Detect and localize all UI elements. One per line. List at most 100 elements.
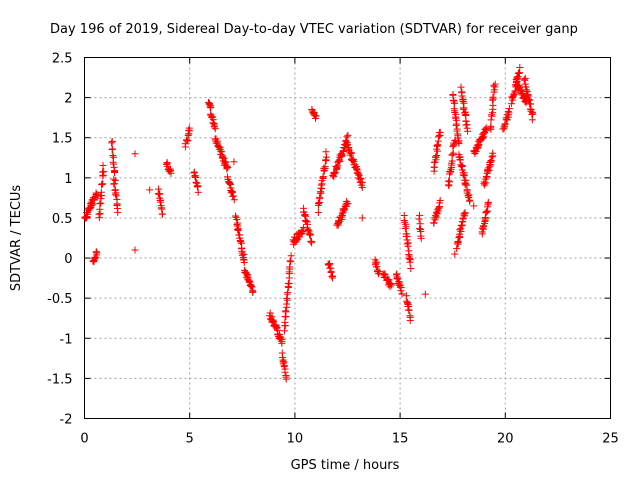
x-tick-label: 25	[602, 432, 619, 447]
data-point	[387, 280, 395, 288]
data-point	[373, 263, 381, 271]
data-point	[448, 151, 456, 159]
plot-frame	[84, 57, 611, 419]
data-point	[349, 156, 357, 164]
data-point	[99, 180, 107, 188]
data-point	[281, 318, 289, 326]
data-point	[231, 212, 239, 220]
data-point	[459, 215, 467, 223]
data-point	[108, 145, 116, 153]
data-point	[224, 164, 232, 172]
data-point	[430, 219, 438, 227]
data-point	[108, 139, 116, 147]
data-point	[112, 192, 120, 200]
data-point	[185, 124, 193, 132]
data-point	[282, 373, 290, 381]
data-point	[236, 231, 244, 239]
y-tick-label: -1	[60, 332, 73, 347]
data-point	[192, 178, 200, 186]
data-point	[501, 120, 509, 128]
data-point	[449, 149, 457, 157]
data-point	[347, 150, 355, 158]
data-point	[481, 125, 489, 133]
data-point	[155, 190, 163, 198]
data-point	[283, 294, 291, 302]
y-tick-label: 2.5	[52, 52, 73, 67]
data-point	[312, 112, 320, 120]
data-point	[485, 166, 493, 174]
data-point	[356, 174, 364, 182]
data-point	[248, 283, 256, 291]
data-point	[108, 137, 116, 145]
data-point	[91, 254, 99, 262]
data-point	[286, 257, 294, 265]
y-tick-label: -0.5	[47, 292, 72, 307]
y-axis-label: SDTVAR / TECUs	[9, 185, 24, 292]
data-point	[352, 165, 360, 173]
data-point	[230, 196, 238, 204]
data-point	[329, 272, 337, 280]
data-point	[114, 208, 122, 216]
data-point	[302, 217, 310, 225]
data-point	[455, 139, 463, 147]
data-point	[483, 173, 491, 181]
data-point	[156, 198, 164, 206]
data-point	[505, 105, 513, 113]
data-point	[400, 216, 408, 224]
x-tick-label: 0	[80, 432, 88, 447]
data-point	[453, 245, 461, 253]
data-point	[406, 317, 414, 325]
data-point	[507, 100, 515, 108]
data-point	[282, 308, 290, 316]
data-point	[306, 231, 314, 239]
data-point	[131, 150, 139, 158]
data-point	[405, 306, 413, 314]
data-point	[459, 95, 467, 103]
data-point	[95, 210, 103, 218]
data-point	[448, 157, 456, 165]
data-point	[484, 203, 492, 211]
data-point	[131, 246, 139, 254]
data-point	[343, 133, 351, 141]
data-point	[322, 148, 330, 156]
data-point	[299, 228, 307, 236]
data-point	[490, 86, 498, 94]
y-tick-label: 1	[64, 172, 72, 187]
data-point	[287, 252, 295, 260]
data-point	[528, 116, 536, 124]
data-point	[520, 76, 528, 84]
data-point	[516, 63, 524, 71]
data-point	[278, 339, 286, 347]
data-point	[483, 127, 491, 135]
data-point	[344, 200, 352, 208]
data-point	[416, 225, 424, 233]
data-point	[221, 158, 229, 166]
data-point	[453, 120, 461, 128]
data-point	[229, 192, 237, 200]
data-point	[110, 180, 118, 188]
data-point	[358, 214, 366, 222]
data-point	[522, 83, 530, 91]
data-point	[315, 200, 323, 208]
x-tick-label: 5	[186, 432, 194, 447]
data-point	[283, 296, 291, 304]
data-point	[286, 265, 294, 273]
data-point	[487, 122, 495, 130]
data-point	[273, 325, 281, 333]
data-point	[111, 176, 119, 184]
data-point	[358, 183, 366, 191]
data-point	[280, 362, 288, 370]
data-point	[207, 104, 215, 112]
data-point	[230, 158, 238, 166]
data-point	[434, 141, 442, 149]
data-point	[311, 111, 319, 119]
data-point	[97, 188, 105, 196]
data-point	[401, 224, 409, 232]
data-point	[464, 192, 472, 200]
data-point	[337, 213, 345, 221]
data-point	[458, 92, 466, 100]
y-tick-label: 0	[64, 252, 72, 267]
data-point	[194, 182, 202, 190]
data-point	[471, 148, 479, 156]
